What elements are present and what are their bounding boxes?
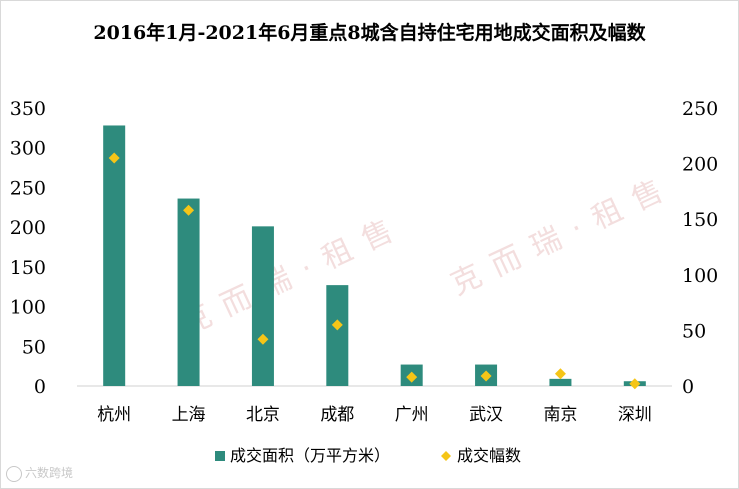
y-right-tick-label: 250 (682, 98, 718, 120)
footer-watermark-text: 六数跨境 (25, 466, 74, 480)
x-tick-label: 广州 (395, 405, 429, 425)
y-left-tick-label: 250 (10, 177, 46, 199)
point-3 (257, 333, 269, 345)
legend-point-label: 成交幅数 (457, 446, 521, 465)
y-right-tick-label: 100 (682, 265, 718, 287)
y-left-tick-label: 300 (10, 138, 46, 160)
y-left-tick-label: 350 (10, 98, 46, 120)
x-tick-label: 北京 (246, 405, 280, 425)
point-6 (480, 370, 492, 382)
point-1 (108, 152, 120, 164)
footer-watermark: 六数跨境 (6, 464, 73, 482)
y-left-tick-label: 100 (10, 297, 46, 319)
bar-3 (251, 226, 274, 386)
footer-logo-icon (6, 465, 22, 482)
bar-4 (326, 285, 349, 386)
y-left-tick-label: 0 (34, 376, 46, 398)
bar-1 (103, 125, 126, 386)
chart-title: 2016年1月-2021年6月重点8城含自持住宅用地成交面积及幅数 (93, 22, 646, 44)
legend-point-swatch (441, 451, 451, 461)
y-left-tick-label: 150 (10, 257, 46, 279)
bar-2 (177, 198, 200, 386)
x-tick-label: 武汉 (469, 405, 503, 425)
legend-bar-label: 成交面积（万平方米） (230, 446, 390, 465)
point-5 (406, 371, 418, 383)
x-tick-label: 深圳 (618, 405, 652, 425)
x-tick-label: 成都 (320, 405, 354, 425)
x-tick-label: 南京 (543, 405, 577, 425)
point-8 (629, 378, 641, 390)
y-right-tick-label: 200 (682, 154, 718, 176)
y-left-tick-label: 50 (22, 336, 46, 358)
point-4 (331, 319, 343, 331)
y-right-tick-label: 0 (682, 376, 694, 398)
legend-bar-swatch (215, 451, 225, 461)
point-2 (183, 204, 195, 216)
bar-7 (549, 378, 572, 386)
x-tick-label: 上海 (172, 405, 206, 425)
y-left-tick-label: 200 (10, 217, 46, 239)
y-right-tick-label: 150 (682, 209, 718, 231)
x-tick-label: 杭州 (97, 405, 131, 425)
y-right-tick-label: 50 (682, 320, 706, 342)
point-7 (554, 368, 566, 380)
